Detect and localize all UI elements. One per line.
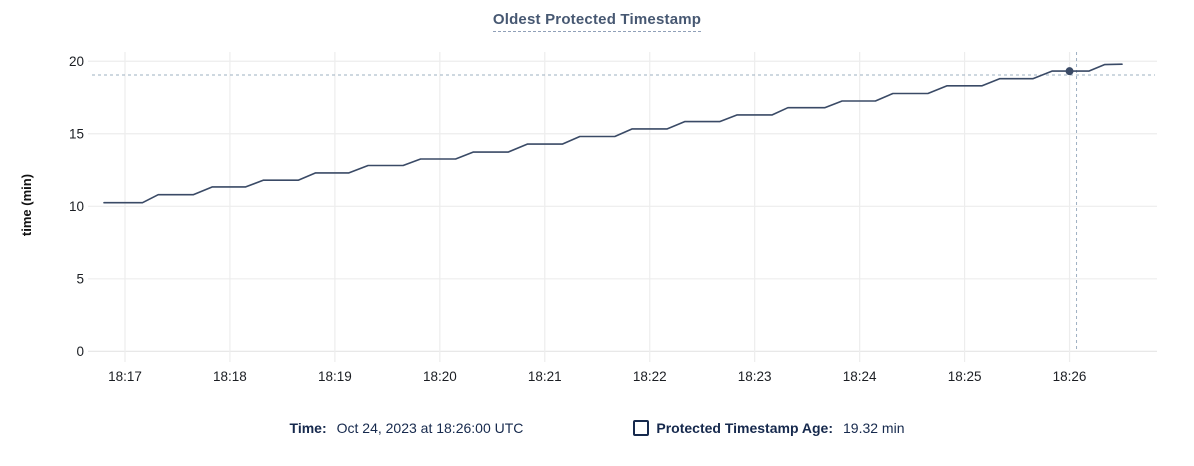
legend-item-protected-timestamp-age[interactable]: Protected Timestamp Age: 19.32 min [633, 420, 904, 436]
x-tick-label: 18:25 [948, 369, 982, 384]
y-tick-label: 20 [69, 54, 84, 69]
y-tick-label: 5 [76, 271, 84, 286]
legend-time-group: Time: Oct 24, 2023 at 18:26:00 UTC [290, 420, 524, 436]
series-checkbox-icon[interactable] [633, 420, 650, 436]
legend-series-label: Protected Timestamp Age: [656, 420, 833, 436]
x-tick-label: 18:24 [843, 369, 877, 384]
y-tick-label: 0 [76, 344, 84, 359]
x-tick-label: 18:21 [528, 369, 562, 384]
y-tick-label: 10 [69, 199, 84, 214]
x-tick-label: 18:18 [213, 369, 247, 384]
chart-header: Oldest Protected Timestamp [0, 11, 1194, 32]
chart-legend: Time: Oct 24, 2023 at 18:26:00 UTC Prote… [0, 420, 1194, 436]
x-tick-label: 18:22 [633, 369, 667, 384]
series-line-protected-timestamp-age [103, 63, 1123, 204]
chart-title: Oldest Protected Timestamp [492, 11, 702, 32]
hovered-data-point [1065, 67, 1074, 76]
legend-time-value: Oct 24, 2023 at 18:26:00 UTC [336, 420, 524, 436]
x-tick-label: 18:17 [108, 369, 142, 384]
x-tick-label: 18:26 [1053, 369, 1087, 384]
x-tick-label: 18:20 [423, 369, 457, 384]
x-tick-label: 18:19 [318, 369, 352, 384]
legend-series-value: 19.32 min [843, 420, 905, 436]
y-axis-title: time (min) [19, 174, 34, 236]
y-tick-label: 15 [69, 126, 84, 141]
x-tick-label: 18:23 [738, 369, 772, 384]
line-chart-plot-area[interactable]: 0 5 10 15 20 18:17 18:18 18:19 18:20 18:21 18:22 18… [0, 0, 1194, 405]
legend-time-label: Time: [289, 420, 327, 436]
